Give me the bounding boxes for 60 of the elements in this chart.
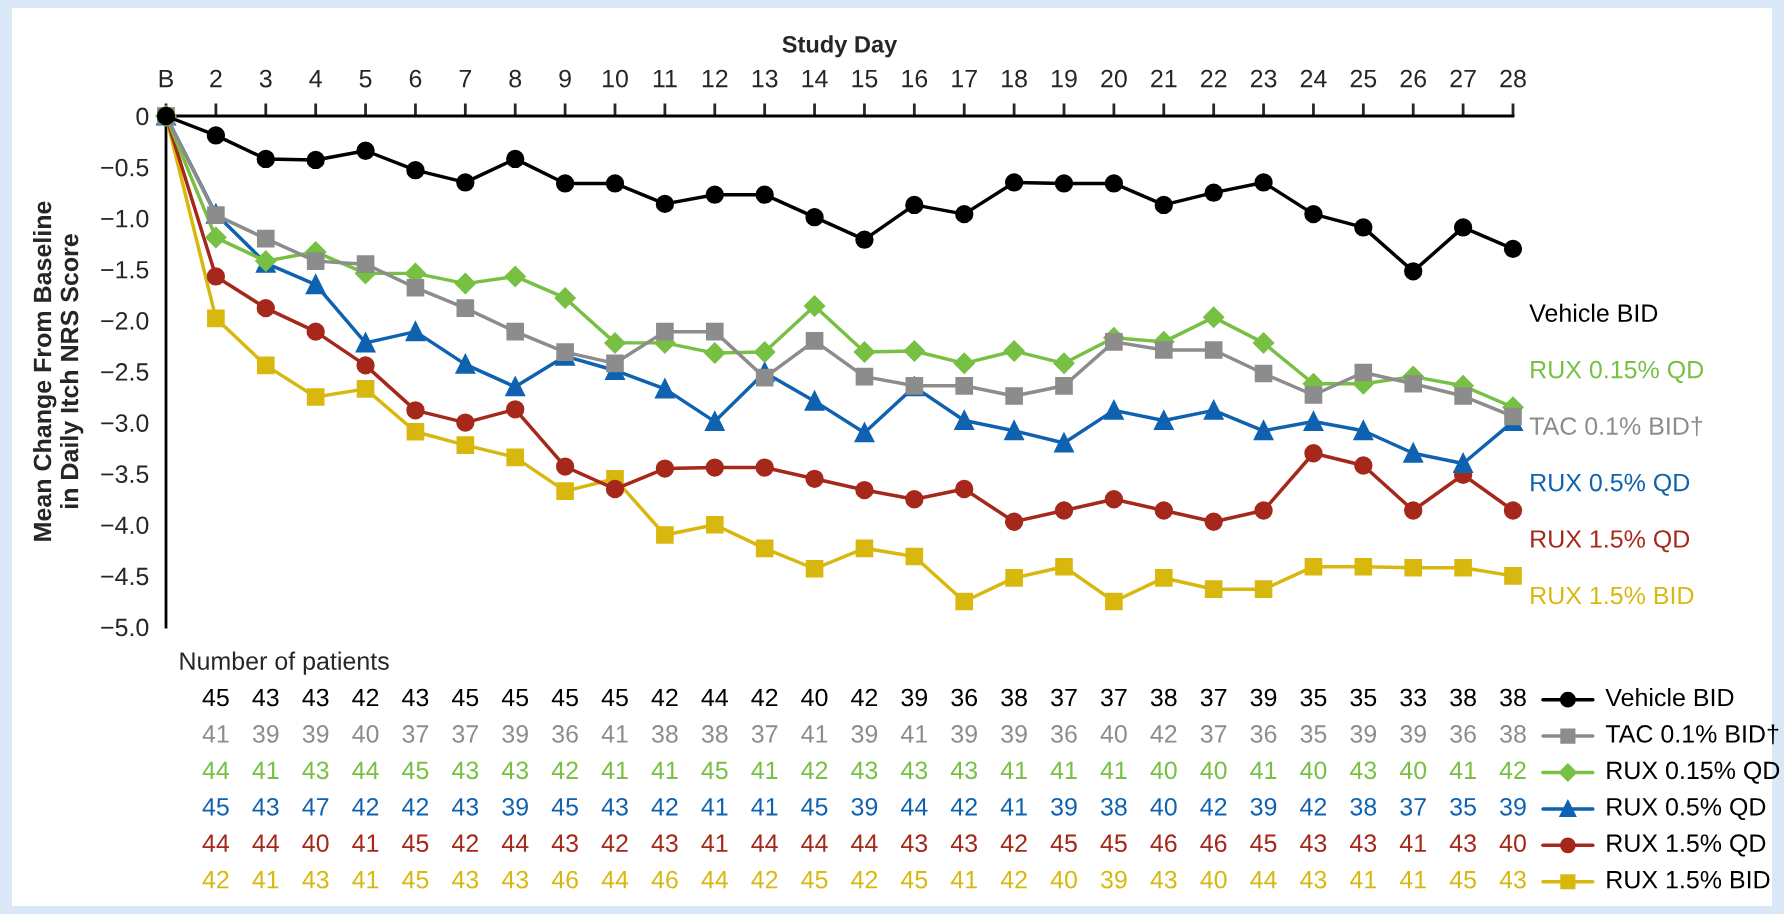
y-tick-label: −5.0 <box>101 618 149 637</box>
x-tick-label: 27 <box>1450 69 1476 88</box>
x-tick-label: 24 <box>1300 69 1327 88</box>
legend-label: RUX 1.5% BID <box>1607 870 1770 889</box>
text: RUX 0.15% QD <box>1531 360 1704 383</box>
x-tick-label: 28 <box>1500 69 1526 88</box>
y-tick-label: −2.5 <box>101 363 149 381</box>
text: 44 44 40 41 45 42 44 43 42 43 41 44 44 44 43 43 42 45 45 46 46 45 43 43 41 43 40 <box>202 834 1526 853</box>
y-tick-label: −4.5 <box>101 567 149 586</box>
text: 45 43 43 42 43 45 45 45 45 42 44 42 40 42 39 36 38 37 37 38 37 39 35 35 33 38 38 <box>202 688 1526 707</box>
y-tick-label: −3.5 <box>101 465 149 483</box>
x-tick-label: 3 <box>259 69 272 88</box>
x-tick-label: 4 <box>309 70 322 88</box>
legend-label: Vehicle BID <box>1605 687 1734 707</box>
y-tick-label: −1.0 <box>101 209 149 228</box>
text: RUX 1.5% QD <box>1531 530 1690 553</box>
x-tick-label: 6 <box>409 69 422 88</box>
text: TAC 0.1% BID† <box>1529 416 1703 437</box>
x-tick-label: 16 <box>902 69 928 88</box>
x-tick-label: 11 <box>653 70 677 88</box>
y-tick-label: −0.5 <box>101 158 149 177</box>
y-tick-label: −2.0 <box>101 312 149 330</box>
y-axis-title: Mean Change From Baseline in Daily Itch NRS Score <box>32 201 84 541</box>
x-tick-label: 22 <box>1201 69 1227 88</box>
text: 44 41 43 44 45 43 43 42 41 41 45 41 42 43 43 43 41 41 41 40 40 41 40 43 40 41 42 <box>202 761 1526 780</box>
x-tick-label: 5 <box>359 70 372 88</box>
x-tick-label: 21 <box>1151 69 1177 88</box>
legend-label: TAC 0.1% BID† <box>1605 724 1779 745</box>
x-tick-label: 14 <box>802 70 828 88</box>
text: 42 41 43 41 45 43 43 46 44 46 44 42 45 42 45 41 42 40 39 43 40 44 43 41 41 45 43 <box>202 870 1526 889</box>
x-tick-label: 19 <box>1052 69 1077 88</box>
x-tick-label: 20 <box>1101 69 1127 88</box>
x-tick-label: 13 <box>752 69 778 88</box>
x-tick-label: 15 <box>852 70 878 88</box>
x-tick-label: 26 <box>1400 69 1427 88</box>
x-tick-label: 2 <box>210 69 222 88</box>
x-tick-label: 23 <box>1250 69 1277 88</box>
text: 41 39 39 40 37 37 39 36 41 38 38 37 41 39 41 39 39 36 40 42 37 36 35 39 39 36 38 <box>202 725 1526 743</box>
legend-label: RUX 0.15% QD <box>1607 761 1780 784</box>
legend-label: RUX 0.5% QD <box>1607 797 1766 821</box>
text: Number of patients <box>180 651 389 675</box>
x-tick-label: 9 <box>559 69 571 88</box>
text: 45 43 47 42 42 43 39 45 43 42 41 41 45 39 44 42 41 39 38 40 42 39 42 38 37 35 39 <box>202 797 1526 816</box>
x-tick-label: 10 <box>603 69 628 88</box>
legend-label: RUX 1.5% QD <box>1607 834 1766 857</box>
text: Vehicle BID <box>1529 303 1658 322</box>
y-tick-label: 0 <box>136 107 149 126</box>
x-tick-label: 18 <box>1002 69 1027 88</box>
text: RUX 1.5% BID <box>1531 586 1694 605</box>
x-tick-label: 25 <box>1350 69 1377 88</box>
x-axis-title: Study Day <box>782 35 898 58</box>
y-tick-label: −3.0 <box>101 414 149 432</box>
x-tick-label: 7 <box>459 70 472 88</box>
y-tick-label: −1.5 <box>101 261 149 279</box>
y-tick-label: −4.0 <box>101 516 149 535</box>
text: RUX 0.5% QD <box>1531 473 1690 496</box>
x-tick-label: 12 <box>702 69 728 88</box>
x-tick-label: B <box>159 70 174 88</box>
x-tick-label: 8 <box>509 69 522 88</box>
x-tick-label: 17 <box>952 70 977 88</box>
